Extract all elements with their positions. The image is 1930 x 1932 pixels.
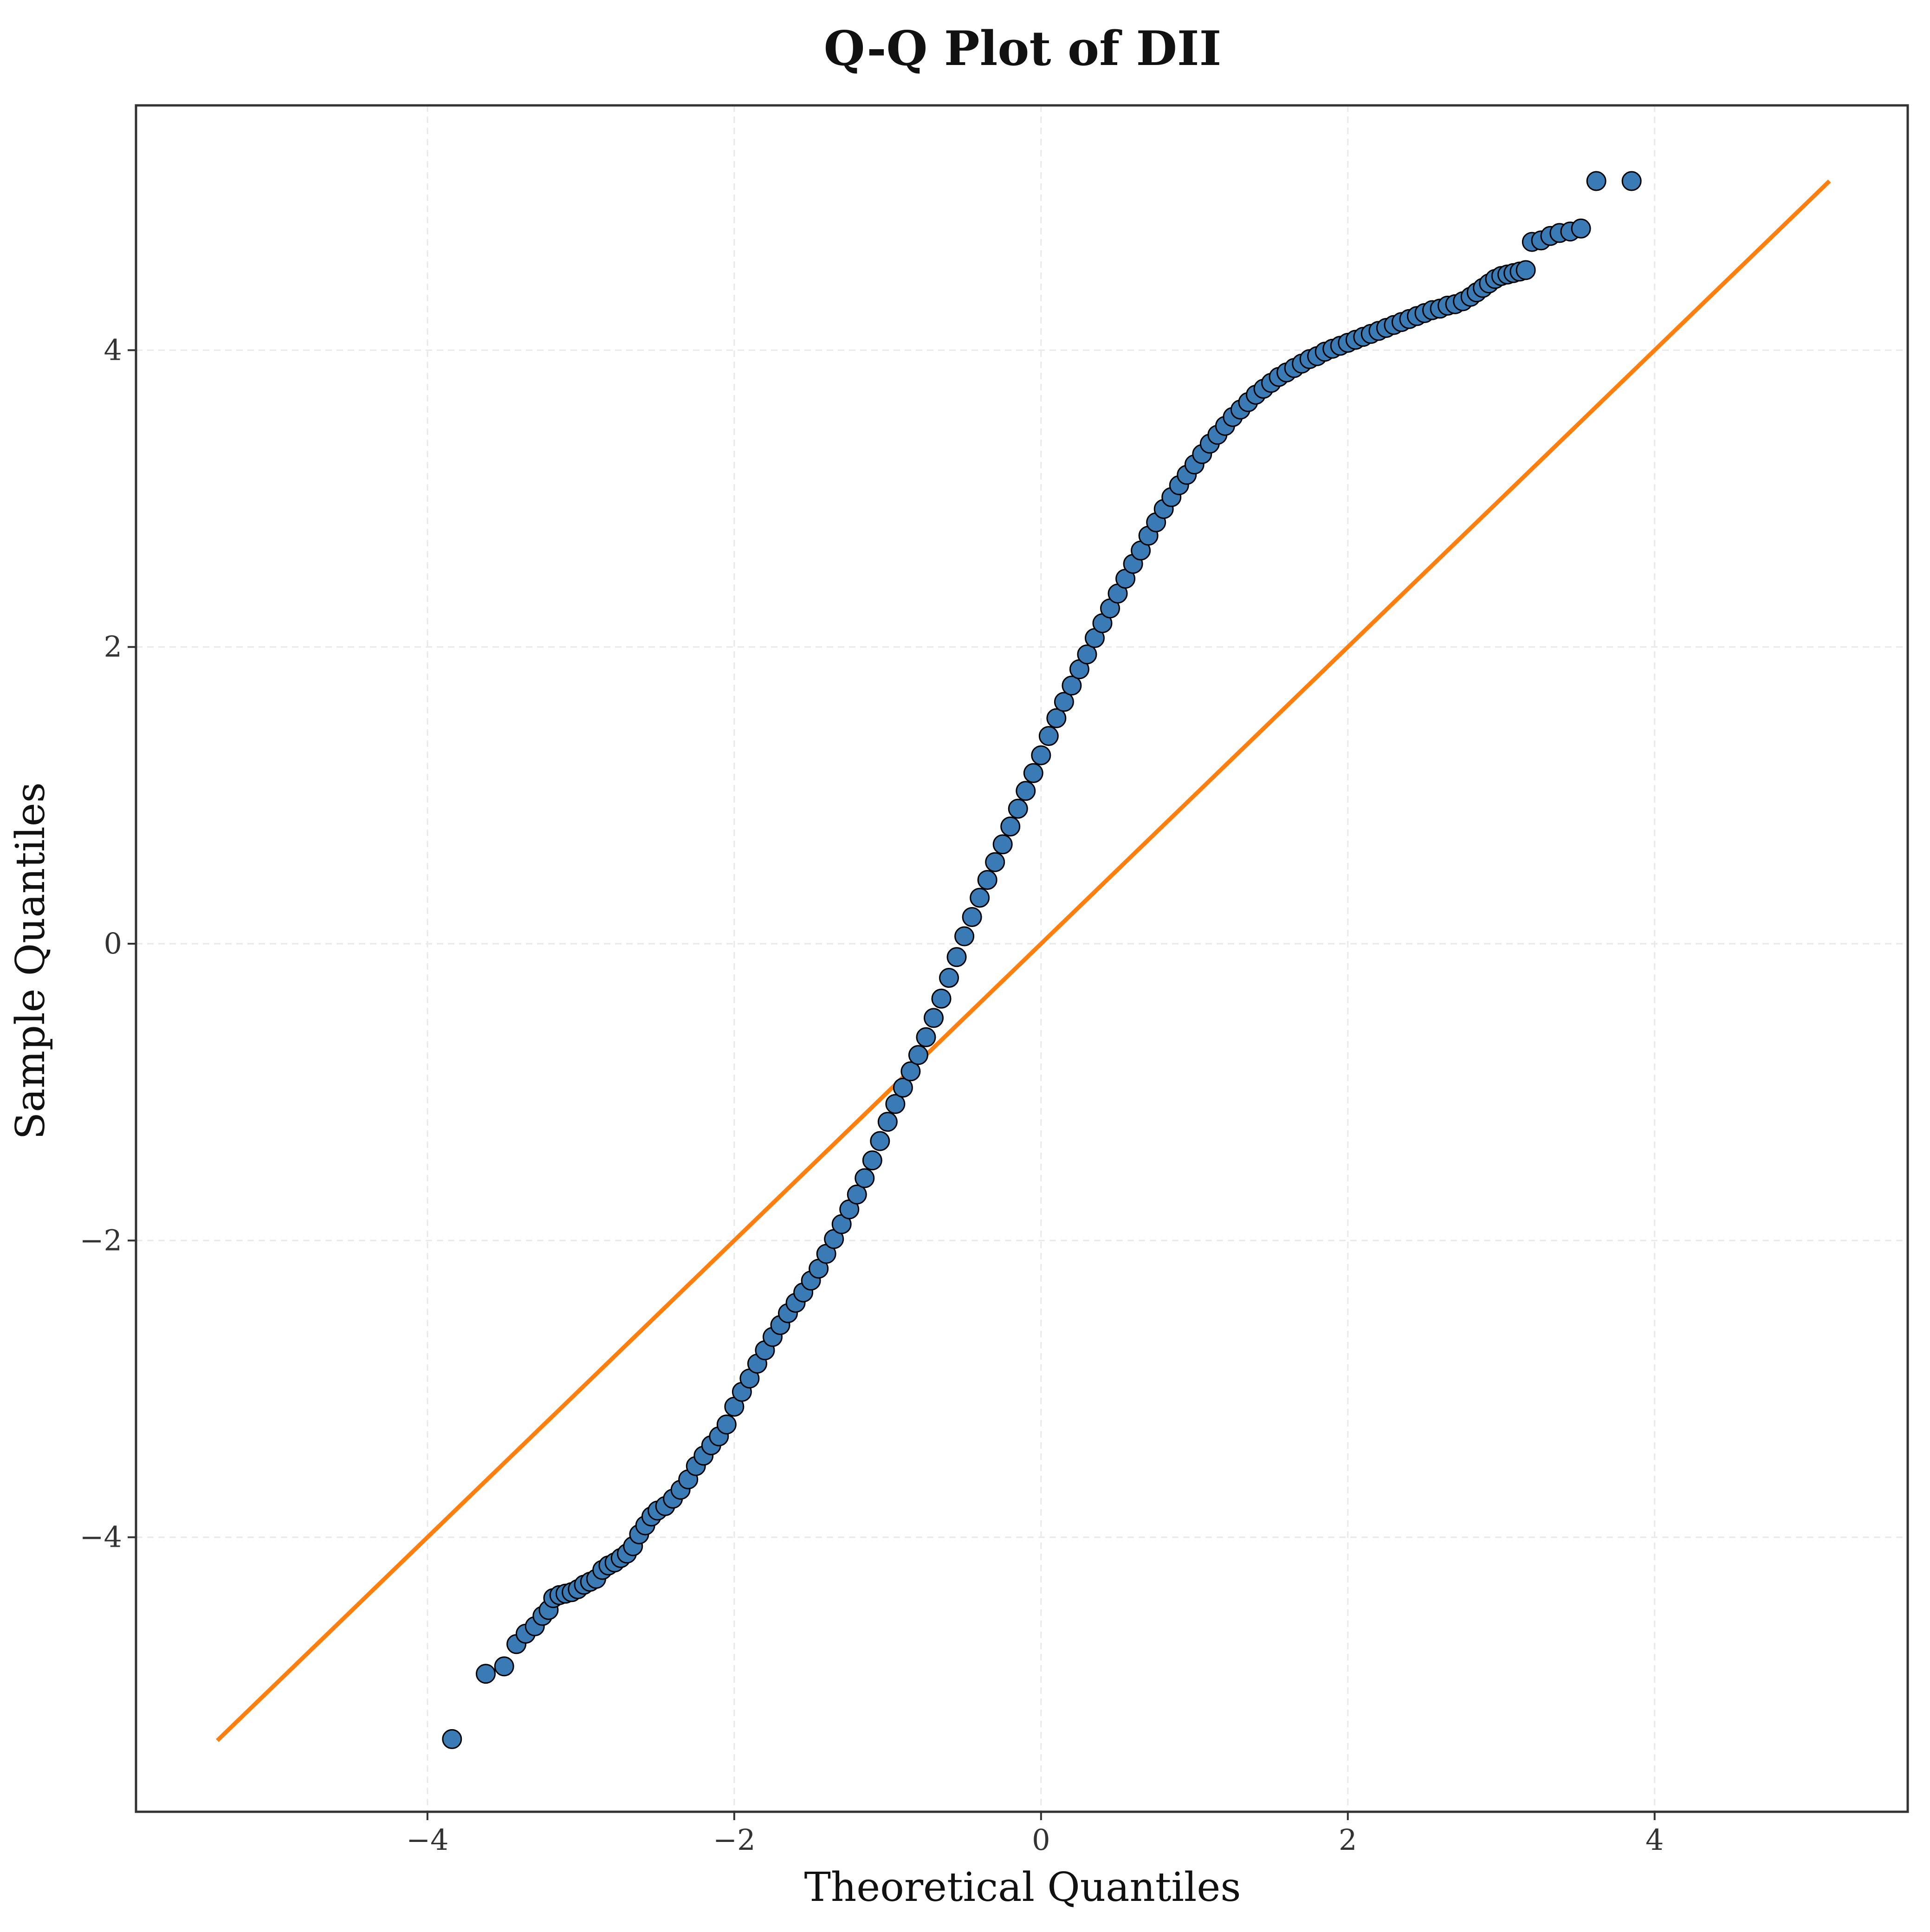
data-point <box>1023 763 1043 783</box>
data-point <box>855 1168 875 1188</box>
data-point <box>442 1729 462 1749</box>
y-tick-label: −4 <box>80 1520 122 1554</box>
points-layer <box>442 171 1642 1749</box>
grid-layer <box>136 105 1908 1812</box>
data-point <box>1016 781 1036 801</box>
y-tick-label: −2 <box>80 1223 122 1257</box>
x-tick-label: −2 <box>713 1823 755 1857</box>
chart-title: Q-Q Plot of DII <box>824 21 1222 77</box>
data-point <box>877 1112 898 1132</box>
y-tick-label: 2 <box>104 630 122 664</box>
reference-line <box>216 179 1831 1742</box>
y-axis-ticks: −4 −2 0 2 4 <box>80 333 136 1554</box>
data-point <box>931 988 952 1009</box>
y-axis-label: Sample Quantiles <box>7 782 54 1140</box>
data-point <box>862 1150 882 1171</box>
data-point <box>893 1077 913 1098</box>
data-point <box>985 852 1005 872</box>
x-tick-label: 0 <box>1032 1823 1050 1857</box>
data-point <box>1516 260 1536 280</box>
data-point <box>1621 171 1642 191</box>
data-point <box>923 1008 944 1028</box>
data-point <box>1038 726 1059 746</box>
plot-frame <box>135 104 1909 1813</box>
data-point <box>1571 218 1591 239</box>
data-point <box>946 947 967 967</box>
data-point <box>1008 798 1028 819</box>
data-point <box>962 907 982 927</box>
y-tick-label: 4 <box>104 333 122 367</box>
data-point <box>977 870 997 890</box>
data-point <box>885 1094 906 1114</box>
data-point <box>475 1664 496 1684</box>
x-tick-label: −4 <box>406 1823 448 1857</box>
data-point <box>992 834 1013 855</box>
data-point <box>900 1061 921 1082</box>
data-point <box>870 1131 890 1151</box>
data-point <box>908 1045 928 1065</box>
x-axis-ticks: −4 −2 0 2 4 <box>406 1812 1664 1857</box>
y-tick-label: 0 <box>104 927 122 960</box>
data-point <box>1586 171 1606 191</box>
x-tick-label: 4 <box>1645 1823 1664 1857</box>
x-tick-label: 2 <box>1339 1823 1357 1857</box>
data-point <box>716 1414 737 1435</box>
x-axis-label: Theoretical Quantiles <box>804 1864 1241 1911</box>
data-point <box>847 1184 867 1205</box>
data-point <box>1046 708 1067 728</box>
data-point <box>1077 644 1097 665</box>
data-point <box>1054 692 1074 712</box>
data-point <box>1062 675 1082 696</box>
data-point <box>494 1656 514 1677</box>
data-point <box>1000 817 1021 837</box>
data-point <box>939 968 959 988</box>
data-point <box>954 926 975 947</box>
data-point <box>916 1027 936 1047</box>
reference-line-layer <box>216 179 1831 1742</box>
data-point <box>970 888 990 908</box>
data-point <box>1031 745 1051 765</box>
